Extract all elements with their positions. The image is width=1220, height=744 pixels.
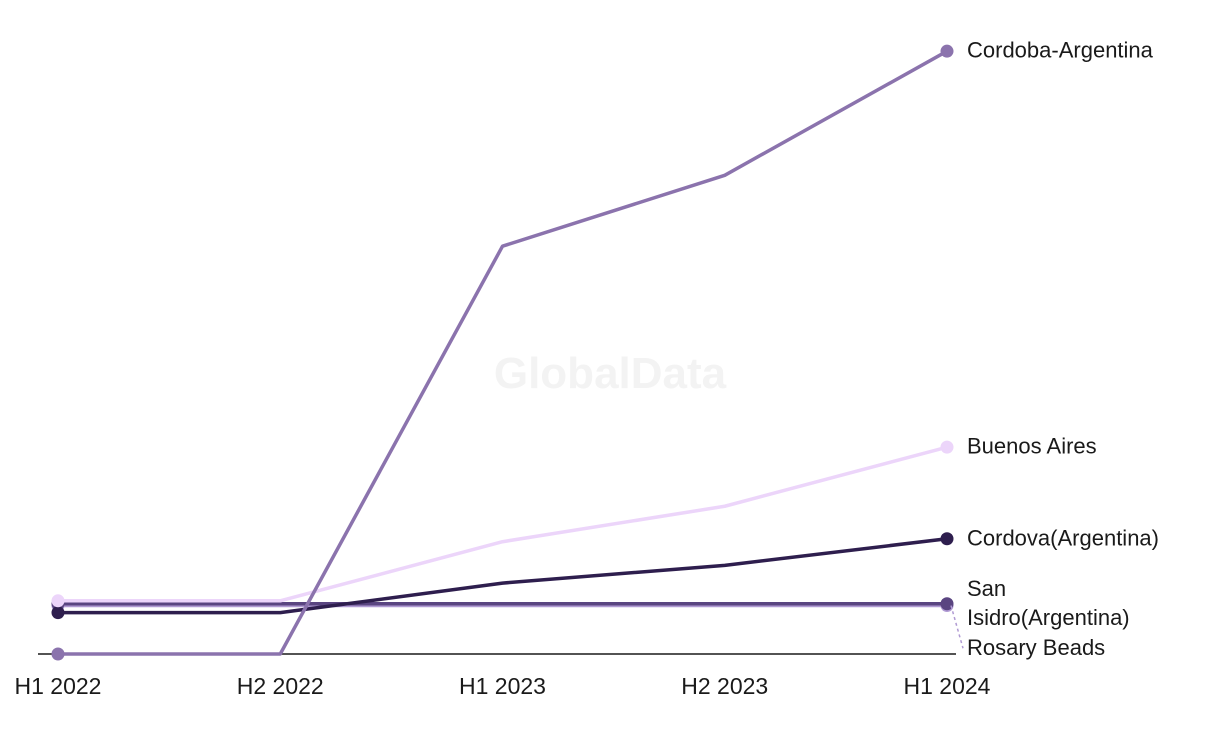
x-tick-label-h2-2023: H2 2023 [681,673,768,699]
x-tick-label-h1-2024: H1 2024 [904,673,991,699]
series-line-buenos-aires [58,445,948,603]
x-tick-label-h2-2022: H2 2022 [237,673,324,699]
series-cordoba-argentina [51,44,954,661]
series-line-cordova-argentina [58,537,948,615]
series-label-cordova-argentina: Cordova(Argentina) [967,525,1159,550]
series-label-san-isidro-argentina: San Isidro(Argentina) [967,576,1130,630]
label-leader-rosary-beads [950,605,964,649]
end-point-san-isidro-argentina [940,597,954,611]
start-point-buenos-aires [51,594,65,608]
start-point-cordoba-argentina [51,647,65,661]
x-tick-label-h1-2022: H1 2022 [15,673,102,699]
series-buenos-aires [51,440,954,608]
end-point-buenos-aires [940,440,954,454]
series-line-cordoba-argentina [58,49,948,656]
series-label-cordoba-argentina: Cordoba-Argentina [967,38,1154,63]
start-point-cordova-argentina [51,606,65,620]
end-point-cordoba-argentina [940,44,954,58]
end-point-cordova-argentina [940,532,954,546]
series-label-buenos-aires: Buenos Aires [967,434,1097,459]
series-cordova-argentina [51,532,954,620]
watermark: GlobalData [494,349,727,398]
series-label-rosary-beads: Rosary Beads [967,635,1105,660]
x-tick-label-h1-2023: H1 2023 [459,673,546,699]
